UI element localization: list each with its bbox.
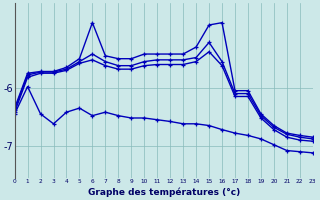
- X-axis label: Graphe des températures (°c): Graphe des températures (°c): [88, 187, 240, 197]
